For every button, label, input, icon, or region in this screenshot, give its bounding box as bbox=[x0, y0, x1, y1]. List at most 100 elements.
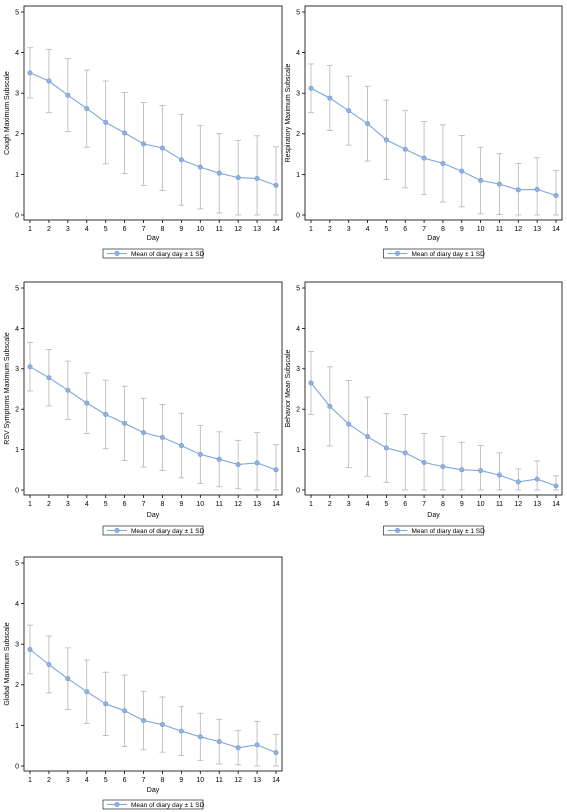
x-tick-label: 6 bbox=[403, 226, 407, 233]
y-tick-label: 0 bbox=[296, 212, 300, 219]
legend: Mean of diary day ± 1 SD bbox=[102, 799, 205, 810]
x-tick-label: 3 bbox=[66, 501, 70, 508]
data-point bbox=[273, 467, 279, 473]
data-point bbox=[235, 175, 241, 181]
y-tick-label: 4 bbox=[15, 50, 19, 57]
x-tick-label: 10 bbox=[196, 226, 204, 233]
x-tick-label: 11 bbox=[496, 226, 503, 233]
y-tick-label: 1 bbox=[15, 723, 19, 730]
data-point bbox=[103, 119, 109, 125]
series-line bbox=[29, 366, 277, 471]
x-tick-label: 12 bbox=[514, 501, 522, 508]
data-point bbox=[346, 108, 352, 114]
y-tick-label: 2 bbox=[296, 407, 300, 414]
data-point bbox=[365, 434, 371, 440]
x-tick-label: 9 bbox=[179, 501, 183, 508]
data-point bbox=[553, 193, 559, 199]
y-tick-label: 1 bbox=[296, 447, 300, 454]
x-tick-label: 9 bbox=[179, 226, 183, 233]
data-point bbox=[402, 450, 408, 456]
y-axis-label: Respiratory Maximum Subscale bbox=[285, 63, 292, 162]
series-line bbox=[310, 382, 557, 487]
x-tick-label: 3 bbox=[347, 226, 351, 233]
x-tick-label: 9 bbox=[460, 226, 464, 233]
y-tick-label: 4 bbox=[15, 601, 19, 608]
data-point bbox=[65, 387, 71, 393]
x-tick-label: 14 bbox=[552, 501, 560, 508]
data-point bbox=[197, 734, 203, 740]
y-tick-label: 5 bbox=[15, 560, 19, 567]
data-point bbox=[159, 434, 165, 440]
x-tick-label: 2 bbox=[47, 226, 51, 233]
x-tick-label: 10 bbox=[196, 501, 204, 508]
x-tick-label: 2 bbox=[47, 501, 51, 508]
y-tick-label: 2 bbox=[15, 682, 19, 689]
x-tick-label: 5 bbox=[384, 226, 388, 233]
x-tick-label: 1 bbox=[28, 777, 32, 784]
x-tick-label: 13 bbox=[253, 501, 261, 508]
legend-label: Mean of diary day ± 1 SD bbox=[412, 528, 486, 535]
x-tick-label: 6 bbox=[123, 777, 127, 784]
x-tick-label: 10 bbox=[196, 777, 204, 784]
legend-box bbox=[383, 525, 484, 536]
data-point bbox=[141, 430, 147, 436]
legend-marker-swatch bbox=[114, 801, 120, 807]
data-point bbox=[383, 445, 389, 451]
data-point bbox=[178, 728, 184, 734]
data-point bbox=[553, 483, 559, 489]
data-point bbox=[46, 375, 52, 381]
plot-frame bbox=[23, 5, 283, 221]
legend: Mean of diary day ± 1 SD bbox=[102, 248, 205, 259]
data-point bbox=[178, 157, 184, 163]
series-line bbox=[29, 72, 277, 186]
legend-box bbox=[102, 525, 204, 536]
y-tick-label: 2 bbox=[15, 407, 19, 414]
x-tick-label: 12 bbox=[514, 226, 522, 233]
data-point bbox=[159, 145, 165, 151]
y-tick-label: 0 bbox=[296, 487, 300, 494]
series-line bbox=[310, 87, 557, 197]
x-tick-label: 2 bbox=[328, 226, 332, 233]
plot-frame bbox=[23, 281, 283, 496]
series-line bbox=[29, 649, 277, 754]
x-tick-label: 14 bbox=[272, 501, 280, 508]
data-point bbox=[440, 464, 446, 470]
data-point bbox=[478, 468, 484, 474]
data-point bbox=[235, 462, 241, 468]
x-tick-label: 11 bbox=[496, 501, 503, 508]
data-point bbox=[478, 177, 484, 183]
data-point bbox=[402, 146, 408, 152]
x-axis-label: Day bbox=[147, 787, 160, 794]
data-point bbox=[496, 181, 502, 187]
data-point bbox=[27, 364, 33, 370]
plot-frame bbox=[23, 556, 283, 772]
legend-box bbox=[102, 799, 204, 810]
x-tick-label: 8 bbox=[441, 226, 445, 233]
x-tick-label: 12 bbox=[234, 501, 242, 508]
legend-label: Mean of diary day ± 1 SD bbox=[412, 251, 486, 258]
x-tick-label: 4 bbox=[85, 777, 89, 784]
x-tick-label: 4 bbox=[366, 501, 370, 508]
legend-marker-swatch bbox=[114, 251, 120, 257]
data-point bbox=[84, 689, 90, 695]
x-tick-label: 3 bbox=[66, 226, 70, 233]
data-point bbox=[496, 472, 502, 478]
x-tick-label: 8 bbox=[441, 501, 445, 508]
data-point bbox=[141, 718, 147, 724]
legend-box bbox=[102, 248, 204, 259]
x-tick-label: 11 bbox=[216, 501, 223, 508]
y-tick-label: 3 bbox=[296, 91, 300, 98]
x-tick-label: 6 bbox=[123, 226, 127, 233]
y-tick-label: 4 bbox=[15, 326, 19, 333]
data-point bbox=[365, 121, 371, 127]
y-tick-label: 3 bbox=[15, 91, 19, 98]
data-point bbox=[65, 92, 71, 98]
data-point bbox=[122, 420, 128, 426]
x-tick-label: 5 bbox=[104, 226, 108, 233]
legend-label: Mean of diary day ± 1 SD bbox=[131, 802, 205, 809]
x-tick-label: 8 bbox=[161, 501, 165, 508]
data-point bbox=[254, 742, 260, 748]
